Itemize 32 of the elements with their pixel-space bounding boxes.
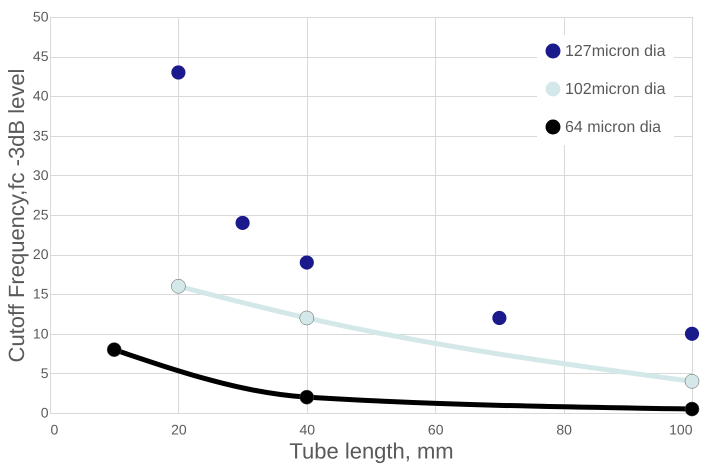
x-tick-label: 60 xyxy=(428,422,444,438)
x-tick-label: 20 xyxy=(171,422,187,438)
y-tick-label: 25 xyxy=(32,206,49,222)
y-axis-title: Cutoff Frequency,fc -3dB level xyxy=(4,68,29,362)
y-tick-label: 50 xyxy=(32,8,49,24)
x-tick-label: 80 xyxy=(556,422,572,438)
y-tick-label: 40 xyxy=(32,88,49,104)
x-tick-label: 100 xyxy=(669,422,693,438)
point xyxy=(684,374,700,389)
y-tick-label: 45 xyxy=(32,48,49,64)
y-tick-label: 20 xyxy=(32,246,49,262)
point xyxy=(236,216,250,230)
point xyxy=(492,310,506,326)
legend-label: 102micron dia xyxy=(565,81,666,98)
legend-label: 127micron dia xyxy=(565,43,666,60)
point xyxy=(684,326,700,341)
y-tick-label: 5 xyxy=(40,364,49,381)
point xyxy=(300,255,314,270)
y-tick-label: 0 xyxy=(40,404,49,420)
legend-label: 64 micron dia xyxy=(565,119,662,136)
point xyxy=(684,402,700,416)
y-tick-label: 35 xyxy=(32,127,49,144)
y-tick-label: 10 xyxy=(32,325,49,342)
point xyxy=(171,65,186,80)
x-axis-title: Tube length, mm xyxy=(289,438,454,464)
y-tick-label: 30 xyxy=(32,166,49,183)
point xyxy=(299,310,314,326)
point xyxy=(299,390,314,404)
point xyxy=(171,278,186,294)
y-tick-label: 15 xyxy=(32,286,49,302)
point xyxy=(106,342,122,357)
x-tick-label: 40 xyxy=(300,422,316,438)
